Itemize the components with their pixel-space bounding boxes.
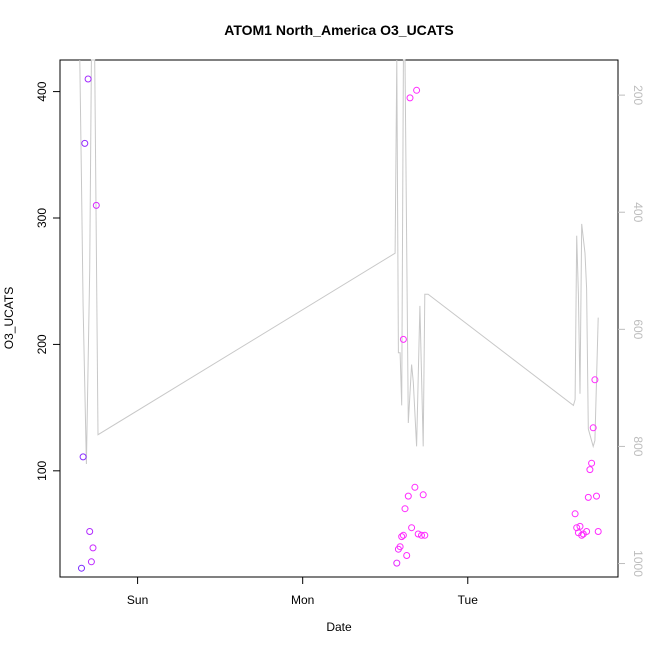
data-point xyxy=(81,139,89,147)
data-point xyxy=(576,522,584,530)
y2-tick-label: 200 xyxy=(631,85,645,105)
data-point xyxy=(396,543,404,551)
data-point xyxy=(78,564,85,572)
data-point xyxy=(584,493,592,501)
x-tick-label: Mon xyxy=(291,593,314,607)
y2-tick-label: 400 xyxy=(631,202,645,222)
data-point xyxy=(418,531,425,539)
o3-line-series xyxy=(79,59,599,465)
data-point xyxy=(399,531,407,539)
chart-title: ATOM1 North_America O3_UCATS xyxy=(224,22,454,38)
data-point xyxy=(399,335,407,343)
y2-tick-label: 800 xyxy=(631,436,645,456)
data-point xyxy=(79,453,87,461)
y-axis-label: O3_UCATS xyxy=(2,287,16,349)
data-point xyxy=(406,94,414,102)
data-point xyxy=(84,75,92,83)
data-point xyxy=(413,86,421,94)
data-point xyxy=(393,559,401,567)
data-point xyxy=(92,201,100,209)
data-point xyxy=(578,531,586,539)
line-layer xyxy=(79,59,599,465)
y2-tick-label: 1000 xyxy=(631,550,645,577)
data-point xyxy=(398,533,406,541)
y-axis-right: 200 400 600 800 1000 xyxy=(618,85,645,577)
x-axis: Sun Mon Tue xyxy=(127,576,479,607)
y-tick-label: 100 xyxy=(35,460,49,480)
data-point xyxy=(571,510,579,518)
y-tick-label: 200 xyxy=(35,334,49,354)
y-axis-left: 100 200 300 400 xyxy=(35,81,60,481)
plot-border xyxy=(59,59,619,578)
data-point xyxy=(594,528,602,535)
data-point xyxy=(87,558,95,566)
x-tick-label: Sun xyxy=(127,593,148,607)
data-point xyxy=(421,531,429,539)
data-point xyxy=(403,552,411,559)
y2-tick-label: 600 xyxy=(631,319,645,339)
data-point xyxy=(589,424,597,432)
y-tick-label: 300 xyxy=(35,208,49,228)
data-point xyxy=(414,530,422,538)
data-point xyxy=(593,492,600,500)
data-point xyxy=(86,528,94,535)
x-tick-label: Tue xyxy=(458,593,479,607)
points-layer xyxy=(78,75,602,572)
data-point xyxy=(591,376,599,384)
data-point xyxy=(588,459,596,467)
data-point xyxy=(401,505,409,513)
data-point xyxy=(404,492,412,500)
data-point xyxy=(89,544,97,552)
y-tick-label: 400 xyxy=(35,81,49,101)
data-point xyxy=(586,466,594,474)
data-point xyxy=(408,524,416,532)
data-point xyxy=(583,528,591,535)
data-point xyxy=(419,491,427,499)
data-point xyxy=(411,483,419,491)
x-axis-label: Date xyxy=(326,620,352,634)
